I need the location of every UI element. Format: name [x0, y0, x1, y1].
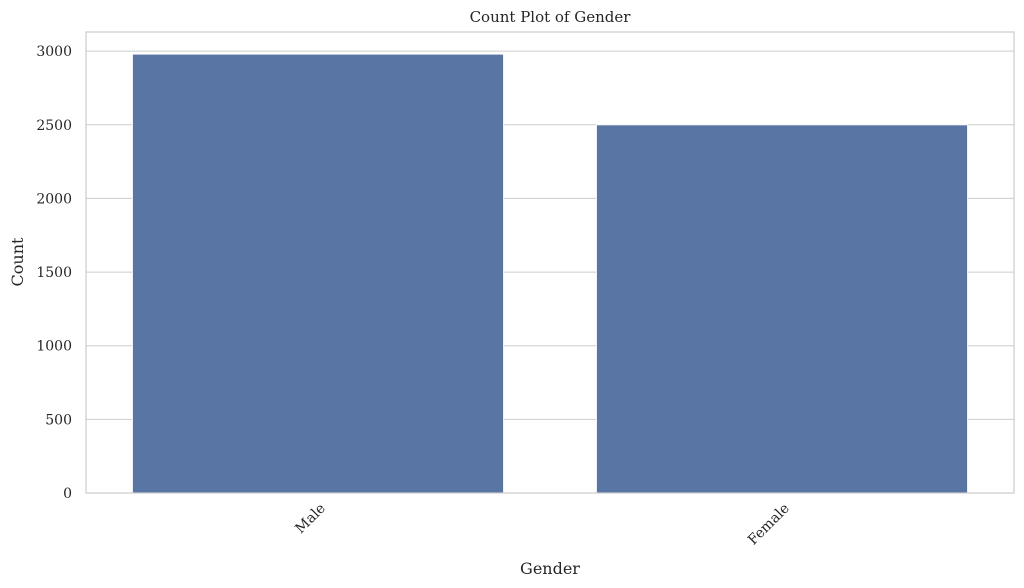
chart-title: Count Plot of Gender [470, 8, 632, 26]
bar-female [595, 124, 969, 494]
y-tick-label: 500 [45, 412, 72, 428]
bars [131, 53, 969, 494]
y-axis-label: Count [8, 237, 27, 286]
x-axis-label: Gender [520, 559, 580, 578]
y-tick-label: 2000 [36, 191, 72, 207]
y-tick-label: 2500 [36, 118, 72, 134]
y-tick-label: 0 [63, 486, 72, 502]
y-tick-label: 1000 [36, 339, 72, 355]
y-tick-label: 3000 [36, 44, 72, 60]
y-tick-labels: 0 500 1000 1500 2000 2500 3000 [36, 44, 72, 502]
y-tick-label: 1500 [36, 265, 72, 281]
bar-male [131, 53, 505, 494]
plot-frame [85, 31, 1015, 494]
